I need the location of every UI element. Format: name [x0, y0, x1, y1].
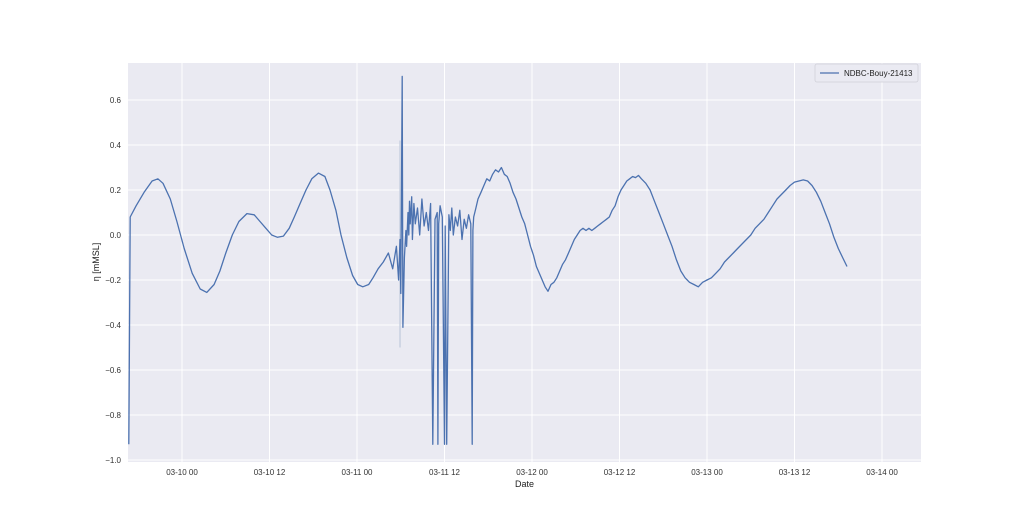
x-tick-label: 03-13 00 — [691, 468, 723, 477]
y-tick-label: −0.8 — [105, 411, 121, 420]
x-axis-label: Date — [515, 479, 534, 489]
y-tick-label: 0.6 — [110, 96, 122, 105]
series-line-ndbc-bouy-21413 — [128, 75, 848, 445]
y-tick-label: −0.4 — [105, 321, 121, 330]
y-tick-label: 0.4 — [110, 141, 122, 150]
legend: NDBC-Bouy-21413 — [814, 63, 919, 83]
y-axis-ticks: 0.6 0.4 0.2 0.0 −0.2 −0.4 −0.6 −0.8 −1.0 — [105, 96, 121, 465]
legend-box — [814, 63, 919, 83]
x-tick-label: 03-13 12 — [779, 468, 811, 477]
x-tick-label: 03-10 12 — [254, 468, 286, 477]
x-tick-label: 03-10 00 — [166, 468, 198, 477]
x-axis-ticks: 03-10 00 03-10 12 03-11 00 03-11 12 03-12 00… — [166, 468, 898, 477]
legend-label: NDBC-Bouy-21413 — [844, 69, 913, 78]
x-tick-label: 03-14 00 — [866, 468, 898, 477]
x-tick-label: 03-12 00 — [516, 468, 548, 477]
y-axis-label: η [mMSL] — [91, 243, 101, 282]
y-tick-label: −0.6 — [105, 366, 121, 375]
x-tick-label: 03-11 00 — [342, 468, 374, 477]
y-tick-label: 0.2 — [110, 186, 122, 195]
y-tick-label: −1.0 — [105, 456, 121, 465]
plot-area — [128, 63, 921, 462]
x-tick-label: 03-11 12 — [429, 468, 461, 477]
x-tick-label: 03-12 12 — [604, 468, 636, 477]
y-tick-label: 0.0 — [110, 231, 122, 240]
y-tick-label: −0.2 — [105, 276, 121, 285]
